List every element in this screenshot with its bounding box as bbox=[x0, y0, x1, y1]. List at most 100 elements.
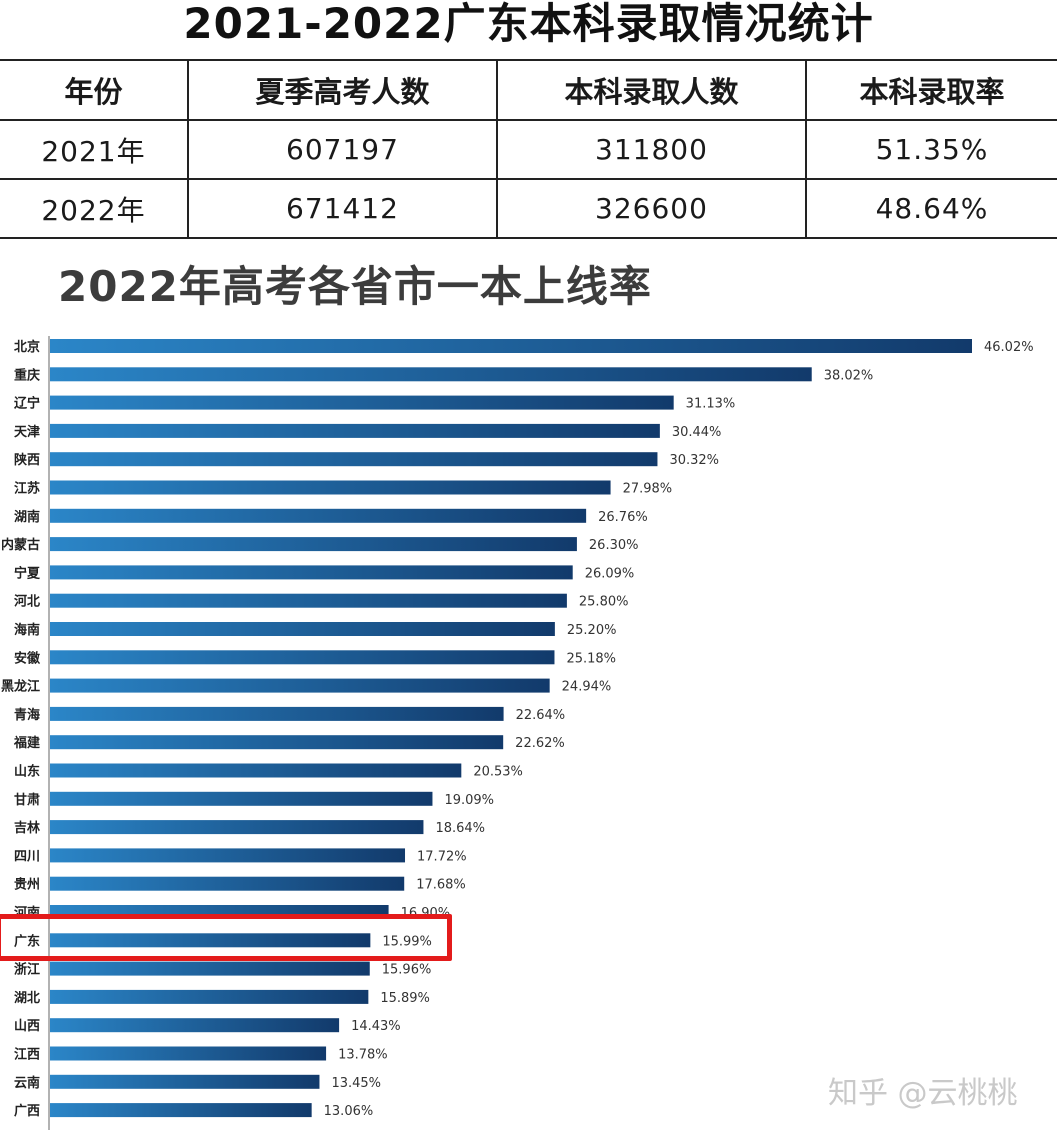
category-label: 云南 bbox=[14, 1075, 40, 1091]
table-row: 2022年 671412 326600 48.64% bbox=[0, 178, 1057, 239]
category-label: 山东 bbox=[14, 764, 40, 780]
category-label: 辽宁 bbox=[14, 396, 40, 412]
data-label: 38.02% bbox=[824, 368, 874, 383]
bar bbox=[50, 508, 587, 523]
data-label: 13.45% bbox=[331, 1076, 381, 1091]
cell-year: 2021年 bbox=[0, 119, 189, 180]
bar bbox=[50, 593, 567, 608]
cell-year: 2022年 bbox=[0, 178, 189, 239]
category-label: 青海 bbox=[14, 707, 40, 723]
data-label: 24.94% bbox=[562, 680, 612, 695]
data-label: 26.30% bbox=[589, 538, 639, 553]
data-label: 25.80% bbox=[579, 595, 629, 610]
data-label: 15.96% bbox=[382, 963, 432, 978]
cell-admitted: 311800 bbox=[496, 119, 807, 180]
category-label: 浙江 bbox=[14, 962, 40, 978]
header-year: 年份 bbox=[0, 59, 189, 121]
bar bbox=[50, 395, 674, 410]
category-label: 湖北 bbox=[14, 991, 40, 1006]
data-label: 15.99% bbox=[382, 934, 432, 949]
data-label: 17.72% bbox=[417, 849, 467, 864]
data-label: 19.09% bbox=[444, 793, 494, 808]
bar bbox=[50, 650, 555, 665]
table-title: 2021-2022广东本科录取情况统计 bbox=[183, 0, 874, 48]
bar bbox=[50, 876, 405, 891]
category-label: 宁夏 bbox=[14, 565, 41, 581]
category-label: 福建 bbox=[13, 735, 40, 751]
cell-admission-rate: 48.64% bbox=[805, 178, 1057, 239]
data-label: 27.98% bbox=[623, 482, 673, 497]
category-label: 吉林 bbox=[14, 820, 40, 836]
province-rate-bar-chart: 北京 46.02% 重庆 38.02% 辽宁 31.13% 天津 30.44% 陕西 30.32%… bbox=[1, 336, 1034, 1130]
category-label: 甘肃 bbox=[14, 792, 40, 808]
bar bbox=[50, 423, 660, 438]
bar bbox=[50, 933, 371, 948]
bar bbox=[50, 678, 550, 693]
bar bbox=[50, 622, 555, 636]
category-label: 陕西 bbox=[14, 452, 40, 468]
category-label: 海南 bbox=[14, 622, 40, 638]
cell-exam-takers: 671412 bbox=[187, 178, 498, 239]
data-label: 25.18% bbox=[566, 651, 616, 666]
data-label: 30.32% bbox=[669, 453, 719, 468]
bar bbox=[50, 480, 611, 495]
guangdong-highlight-box bbox=[0, 914, 452, 961]
bar bbox=[50, 989, 369, 1004]
data-label: 14.43% bbox=[351, 1019, 401, 1034]
bar bbox=[50, 565, 573, 580]
bar bbox=[50, 1074, 320, 1089]
category-label: 广西 bbox=[14, 1103, 40, 1119]
data-label: 26.76% bbox=[598, 510, 648, 525]
bar bbox=[50, 452, 658, 467]
category-label: 四川 bbox=[14, 849, 40, 864]
data-label: 17.68% bbox=[416, 878, 466, 893]
bar bbox=[50, 367, 812, 382]
category-label: 内蒙古 bbox=[1, 537, 40, 553]
category-label: 黑龙江 bbox=[1, 679, 40, 695]
data-label: 13.06% bbox=[324, 1104, 374, 1119]
category-label: 广东 bbox=[14, 933, 40, 949]
category-label: 江苏 bbox=[14, 481, 40, 497]
data-label: 31.13% bbox=[686, 397, 736, 412]
bar bbox=[50, 339, 972, 353]
data-label: 22.64% bbox=[516, 708, 566, 723]
bar bbox=[50, 763, 462, 778]
category-label: 北京 bbox=[14, 339, 40, 355]
data-label: 25.20% bbox=[567, 623, 617, 638]
watermark: 知乎 @云桃桃 bbox=[828, 1076, 1018, 1111]
data-label: 13.78% bbox=[338, 1048, 388, 1063]
table-row: 2021年 607197 311800 51.35% bbox=[0, 119, 1057, 180]
bar bbox=[50, 961, 370, 976]
header-admitted: 本科录取人数 bbox=[496, 59, 807, 121]
bar bbox=[50, 537, 577, 552]
cell-admission-rate: 51.35% bbox=[805, 119, 1057, 180]
data-label: 46.02% bbox=[984, 340, 1034, 355]
data-label: 15.89% bbox=[380, 991, 430, 1006]
bar bbox=[50, 848, 406, 863]
category-label: 山西 bbox=[14, 1018, 40, 1034]
table-header-row: 年份 夏季高考人数 本科录取人数 本科录取率 bbox=[0, 59, 1057, 121]
category-label: 安徽 bbox=[14, 650, 41, 666]
bar bbox=[50, 735, 504, 750]
category-label: 重庆 bbox=[14, 367, 40, 383]
header-admission-rate: 本科录取率 bbox=[805, 59, 1057, 121]
bar bbox=[50, 1018, 340, 1033]
bar bbox=[50, 706, 504, 721]
data-label: 26.09% bbox=[585, 566, 635, 581]
category-label: 江西 bbox=[14, 1047, 40, 1063]
data-label: 30.44% bbox=[672, 425, 722, 440]
header-exam-takers: 夏季高考人数 bbox=[187, 59, 498, 121]
bar bbox=[50, 1103, 312, 1118]
data-label: 22.62% bbox=[515, 736, 565, 751]
cell-exam-takers: 607197 bbox=[187, 119, 498, 180]
data-label: 20.53% bbox=[473, 765, 523, 780]
category-label: 天津 bbox=[14, 424, 40, 440]
data-label: 18.64% bbox=[435, 821, 485, 836]
cell-admitted: 326600 bbox=[496, 178, 807, 239]
admission-stats-table: 年份 夏季高考人数 本科录取人数 本科录取率 2021年 607197 3118… bbox=[0, 59, 1057, 239]
bar bbox=[50, 820, 424, 835]
category-label: 贵州 bbox=[14, 877, 40, 893]
category-label: 湖南 bbox=[14, 509, 40, 525]
bar bbox=[50, 791, 433, 806]
chart-title: 2022年高考各省市一本上线率 bbox=[58, 262, 652, 311]
